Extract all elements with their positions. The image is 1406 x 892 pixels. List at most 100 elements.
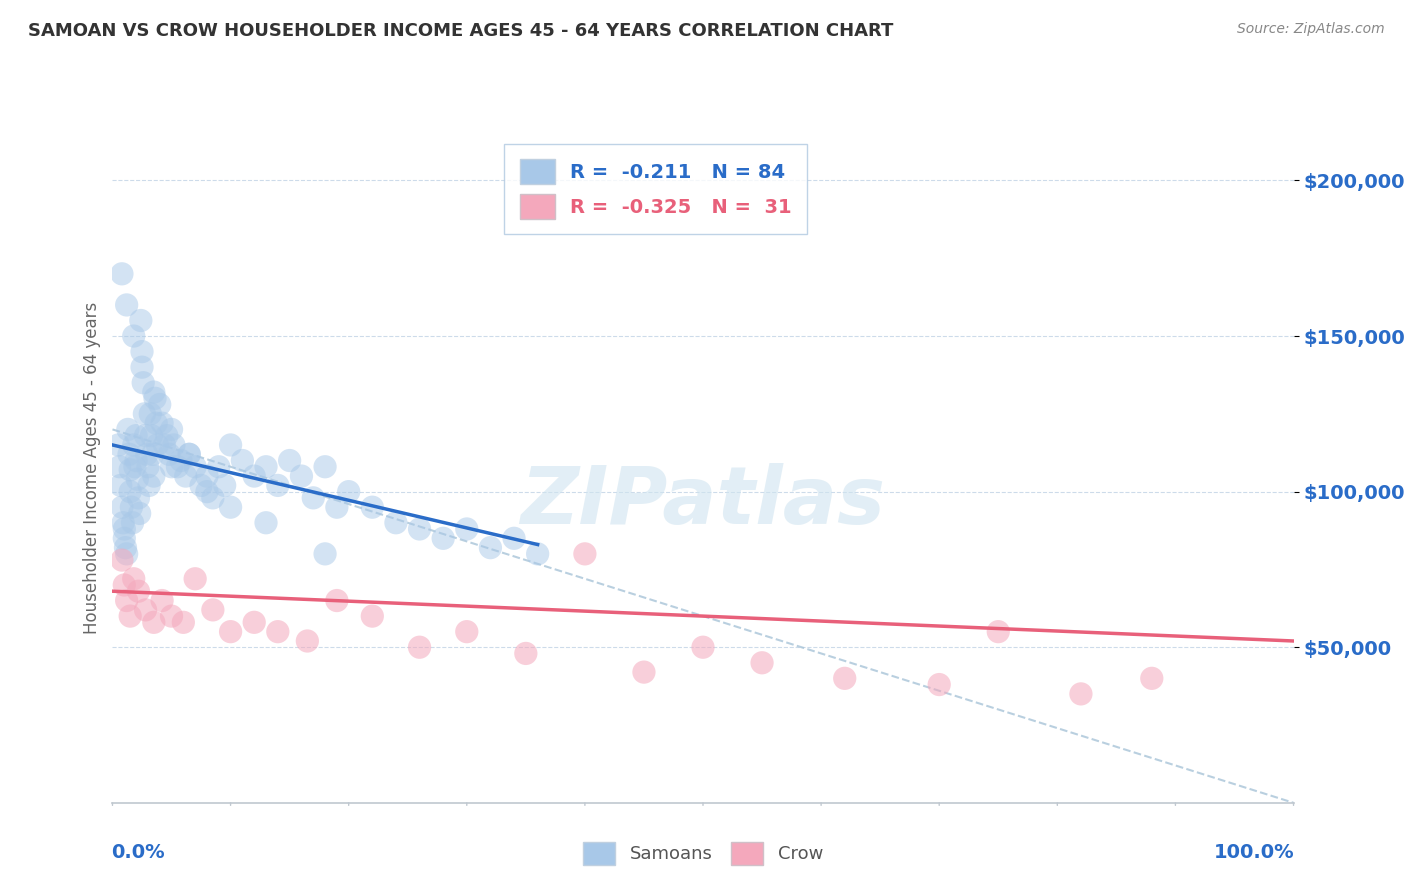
Point xyxy=(184,459,207,474)
Point xyxy=(124,459,146,474)
Point xyxy=(114,541,136,555)
Y-axis label: Householder Income Ages 45 - 64 years: Householder Income Ages 45 - 64 years xyxy=(83,302,101,634)
Point xyxy=(128,507,150,521)
Point xyxy=(129,313,152,327)
Point xyxy=(149,397,172,411)
Point xyxy=(142,447,165,461)
Point xyxy=(120,609,142,624)
Point xyxy=(138,478,160,492)
Point xyxy=(112,516,135,530)
Point xyxy=(633,665,655,679)
Point xyxy=(160,422,183,436)
Point xyxy=(127,472,149,486)
Point xyxy=(751,656,773,670)
Point xyxy=(208,459,231,474)
Point xyxy=(134,407,156,421)
Point xyxy=(1070,687,1092,701)
Point xyxy=(120,484,142,499)
Point xyxy=(142,385,165,400)
Point xyxy=(201,603,224,617)
Point xyxy=(231,453,253,467)
Point xyxy=(157,447,180,461)
Point xyxy=(432,531,454,545)
Point xyxy=(136,459,159,474)
Text: Source: ZipAtlas.com: Source: ZipAtlas.com xyxy=(1237,22,1385,37)
Legend: Samoans, Crow: Samoans, Crow xyxy=(574,833,832,874)
Point xyxy=(135,603,157,617)
Point xyxy=(219,624,242,639)
Point xyxy=(135,428,157,442)
Point xyxy=(122,329,145,343)
Point xyxy=(195,484,218,499)
Point xyxy=(456,522,478,536)
Point xyxy=(174,469,197,483)
Point xyxy=(479,541,502,555)
Point xyxy=(254,459,277,474)
Point xyxy=(928,677,950,691)
Point xyxy=(131,344,153,359)
Point xyxy=(254,516,277,530)
Point xyxy=(145,416,167,430)
Text: ZIPatlas: ZIPatlas xyxy=(520,463,886,541)
Point xyxy=(150,593,173,607)
Point xyxy=(201,491,224,505)
Point xyxy=(117,422,139,436)
Point xyxy=(290,469,312,483)
Point xyxy=(515,647,537,661)
Point xyxy=(987,624,1010,639)
Point xyxy=(385,516,408,530)
Point xyxy=(326,593,349,607)
Point xyxy=(326,500,349,515)
Point xyxy=(150,416,173,430)
Point xyxy=(121,516,143,530)
Point xyxy=(110,478,132,492)
Point xyxy=(163,438,186,452)
Point xyxy=(302,491,325,505)
Point xyxy=(526,547,548,561)
Text: 0.0%: 0.0% xyxy=(111,843,165,862)
Point xyxy=(408,640,430,655)
Point xyxy=(115,593,138,607)
Point xyxy=(111,553,134,567)
Text: SAMOAN VS CROW HOUSEHOLDER INCOME AGES 45 - 64 YEARS CORRELATION CHART: SAMOAN VS CROW HOUSEHOLDER INCOME AGES 4… xyxy=(28,22,893,40)
Point xyxy=(122,438,145,452)
Point xyxy=(190,478,212,492)
Point xyxy=(278,453,301,467)
Point xyxy=(219,500,242,515)
Point xyxy=(131,360,153,375)
Point xyxy=(146,438,169,452)
Point xyxy=(112,578,135,592)
Point xyxy=(142,469,165,483)
Text: 100.0%: 100.0% xyxy=(1213,843,1295,862)
Point xyxy=(184,572,207,586)
Point xyxy=(160,459,183,474)
Point xyxy=(127,584,149,599)
Point xyxy=(132,376,155,390)
Point xyxy=(115,547,138,561)
Point xyxy=(337,484,360,499)
Point xyxy=(195,469,218,483)
Point xyxy=(118,447,141,461)
Point xyxy=(179,447,201,461)
Point xyxy=(122,572,145,586)
Point xyxy=(503,531,526,545)
Point xyxy=(361,609,384,624)
Point xyxy=(135,447,157,461)
Point xyxy=(267,624,290,639)
Point xyxy=(112,522,135,536)
Point xyxy=(160,609,183,624)
Point xyxy=(574,547,596,561)
Point xyxy=(361,500,384,515)
Point xyxy=(125,428,148,442)
Point xyxy=(314,547,336,561)
Point xyxy=(166,459,188,474)
Point xyxy=(108,459,131,474)
Point xyxy=(107,438,129,452)
Point xyxy=(214,478,236,492)
Point xyxy=(125,453,148,467)
Point xyxy=(115,298,138,312)
Point xyxy=(172,615,194,630)
Point xyxy=(142,615,165,630)
Point xyxy=(156,428,179,442)
Point xyxy=(111,267,134,281)
